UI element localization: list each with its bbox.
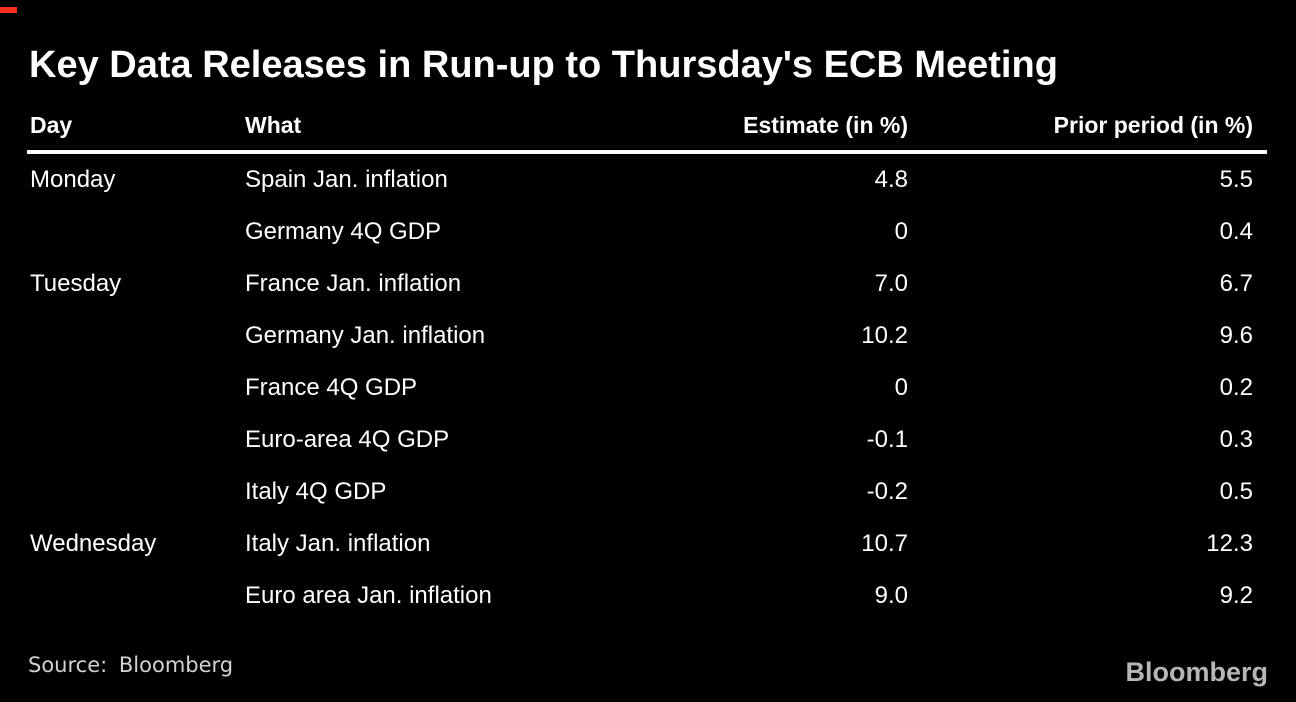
cell-prior: 0.5: [1219, 478, 1253, 505]
cell-prior: 5.5: [1219, 166, 1253, 193]
cell-what: Germany Jan. inflation: [245, 322, 486, 349]
cell-prior: 0.2: [1219, 374, 1253, 401]
cell-estimate: 9.0: [874, 582, 908, 609]
table-row: Tuesday France Jan. inflation 7.0 6.7: [28, 258, 1253, 310]
column-header-prior: Prior period (in %): [1053, 112, 1253, 138]
table-row: Italy 4Q GDP -0.2 0.5: [28, 466, 1253, 518]
cell-estimate: 10.7: [861, 530, 908, 557]
cell-estimate: -0.2: [866, 478, 908, 505]
table-row: Euro area Jan. inflation 9.0 9.2: [28, 570, 1253, 622]
cell-estimate: -0.1: [866, 426, 908, 453]
cell-day: [28, 310, 243, 362]
cell-day: [28, 570, 243, 622]
table-row: Germany 4Q GDP 0 0.4: [28, 206, 1253, 258]
cell-estimate: 0: [894, 218, 908, 245]
column-header-estimate: Estimate (in %): [743, 112, 908, 138]
cell-day: Wednesday: [30, 530, 157, 557]
cell-estimate: 0: [894, 374, 908, 401]
cell-what: Italy 4Q GDP: [245, 478, 387, 505]
cell-what: Euro area Jan. inflation: [245, 582, 492, 609]
cell-day: [28, 206, 243, 258]
table-row: Wednesday Italy Jan. inflation 10.7 12.3: [28, 518, 1253, 570]
cell-prior: 9.6: [1219, 322, 1253, 349]
cell-what: Italy Jan. inflation: [245, 530, 431, 557]
chart-title: Key Data Releases in Run-up to Thursday'…: [29, 44, 1058, 86]
red-accent-mark: [0, 7, 17, 13]
header-divider-rule: [27, 150, 1267, 154]
cell-prior: 12.3: [1206, 530, 1253, 557]
cell-prior: 0.3: [1219, 426, 1253, 453]
cell-prior: 0.4: [1219, 218, 1253, 245]
column-header-what: What: [245, 112, 302, 138]
table-row: Germany Jan. inflation 10.2 9.6: [28, 310, 1253, 362]
cell-estimate: 4.8: [874, 166, 908, 193]
cell-day: [28, 362, 243, 414]
cell-day: Tuesday: [30, 270, 122, 297]
table-row: France 4Q GDP 0 0.2: [28, 362, 1253, 414]
table-row: Monday Spain Jan. inflation 4.8 5.5: [28, 154, 1253, 206]
table-body: Monday Spain Jan. inflation 4.8 5.5 Germ…: [28, 154, 1253, 622]
cell-prior: 6.7: [1219, 270, 1253, 297]
source-note: Source: Bloomberg: [28, 653, 234, 677]
cell-prior: 9.2: [1219, 582, 1253, 609]
column-header-day: Day: [30, 112, 73, 138]
cell-what: France Jan. inflation: [245, 270, 462, 297]
cell-what: France 4Q GDP: [245, 374, 418, 401]
cell-estimate: 7.0: [874, 270, 908, 297]
cell-day: [28, 414, 243, 466]
table-row: Euro-area 4Q GDP -0.1 0.3: [28, 414, 1253, 466]
cell-what: Spain Jan. inflation: [245, 166, 448, 193]
table-header-row: Day What Estimate (in %) Prior period (i…: [28, 101, 1253, 149]
bloomberg-logo: Bloomberg: [1125, 657, 1268, 687]
cell-what: Germany 4Q GDP: [245, 218, 442, 245]
cell-estimate: 10.2: [861, 322, 908, 349]
cell-what: Euro-area 4Q GDP: [245, 426, 450, 453]
cell-day: [28, 466, 243, 518]
cell-day: Monday: [30, 166, 116, 193]
